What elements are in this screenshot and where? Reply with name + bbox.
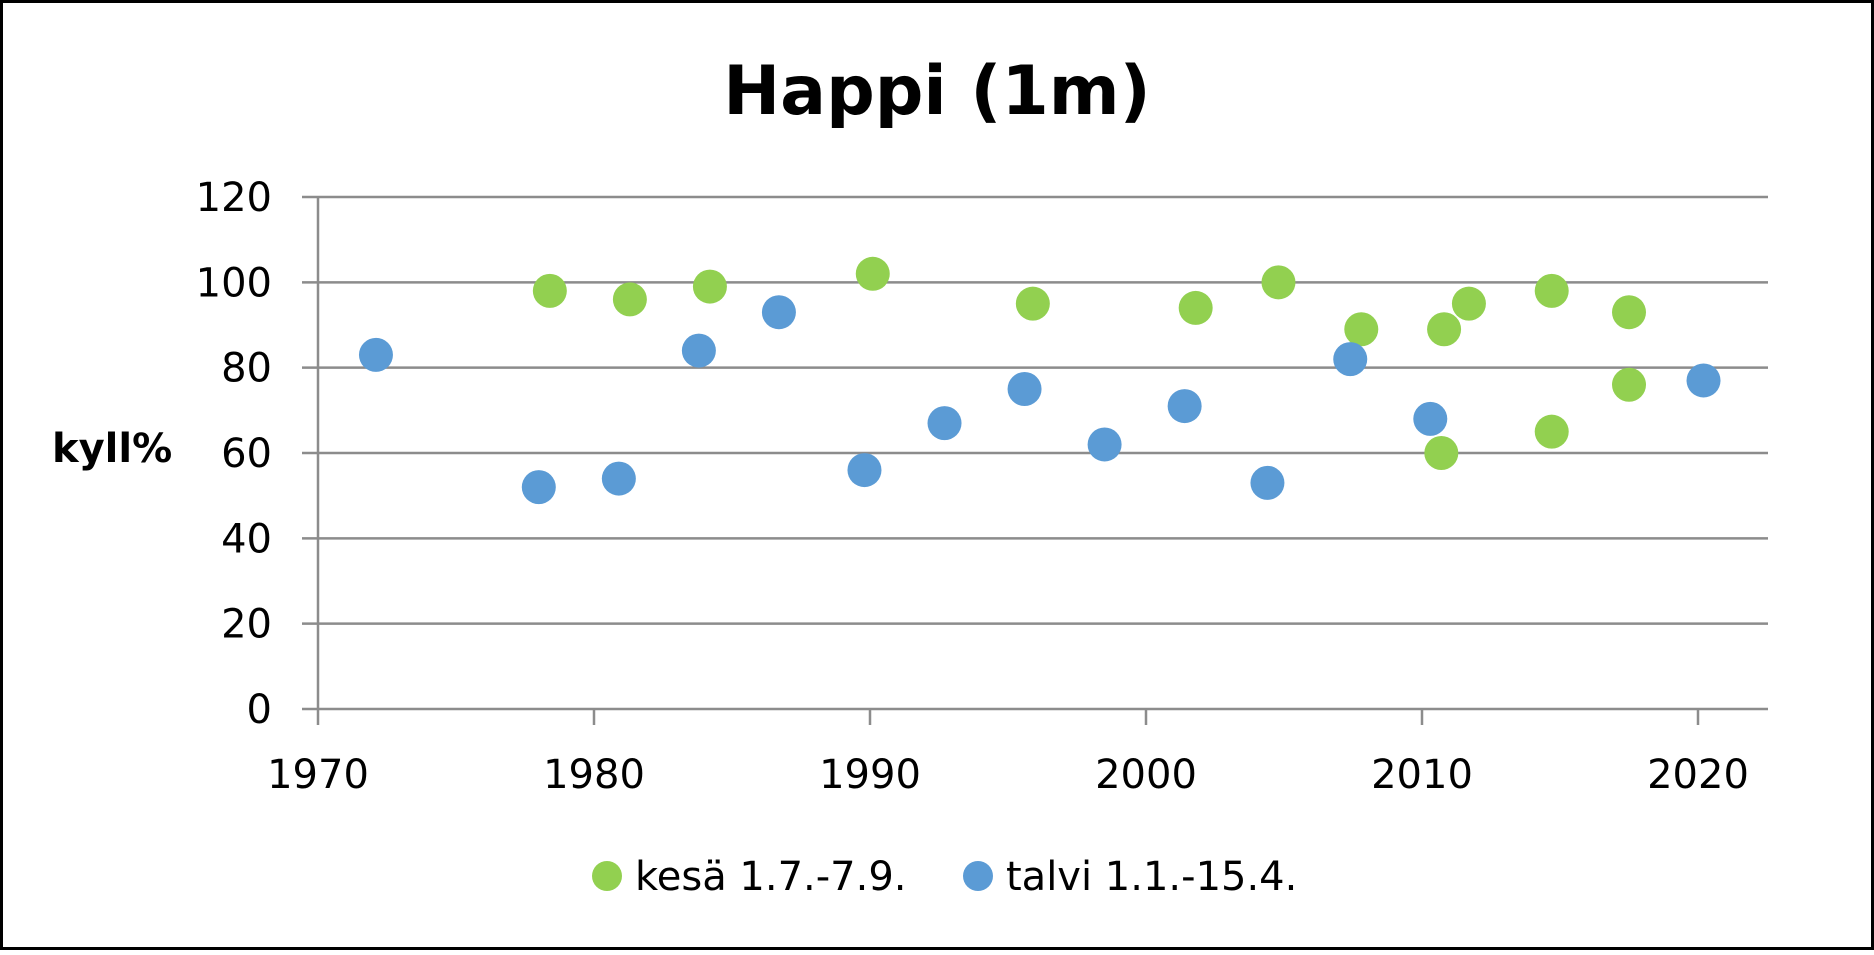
x-tick-label-1990: 1990	[819, 752, 921, 798]
data-point	[681, 333, 716, 368]
x-tick-label-1970: 1970	[267, 752, 369, 798]
x-tick-label-2000: 2000	[1095, 752, 1197, 798]
x-tick-label-2020: 2020	[1647, 752, 1749, 798]
legend: kesä 1.7.-7.9. talvi 1.1.-15.4.	[592, 854, 1297, 900]
series-talvi	[358, 295, 1721, 505]
y-tick-label-40: 40	[221, 516, 272, 562]
data-point	[1534, 273, 1569, 308]
x-tick-labels: 1970 1980 1990 2000 2010 2020	[267, 752, 1749, 798]
legend-label: talvi 1.1.-15.4.	[1006, 854, 1297, 900]
x-tick-label-1980: 1980	[543, 752, 645, 798]
data-point	[1413, 401, 1448, 436]
data-point	[1178, 290, 1213, 325]
data-point	[601, 461, 636, 496]
data-point	[1007, 372, 1042, 406]
data-point	[1424, 436, 1459, 470]
data-point	[1612, 295, 1646, 330]
data-point	[1261, 265, 1296, 300]
legend-item-talvi: talvi 1.1.-15.4.	[963, 854, 1297, 900]
y-tick-label-20: 20	[221, 602, 272, 648]
y-tick-label-120: 120	[196, 175, 272, 221]
legend-marker	[963, 861, 993, 891]
data-point	[532, 273, 567, 308]
data-point	[1534, 414, 1569, 449]
series-kesa	[532, 256, 1646, 470]
data-point	[1612, 367, 1646, 402]
data-point	[692, 269, 727, 304]
data-point	[612, 282, 647, 317]
x-tick-label-2010: 2010	[1371, 752, 1473, 798]
y-tick-label-0: 0	[247, 687, 272, 733]
data-point	[1344, 312, 1379, 347]
y-tick-label-60: 60	[221, 431, 272, 477]
legend-item-kesa: kesä 1.7.-7.9.	[592, 854, 907, 900]
y-axis-label: kyll%	[52, 426, 172, 472]
data-point	[761, 295, 796, 330]
data-point	[847, 453, 882, 488]
data-point	[1087, 427, 1122, 462]
data-point	[1250, 465, 1285, 500]
data-point	[1686, 363, 1721, 398]
data-point	[927, 406, 962, 441]
data-points	[358, 256, 1721, 505]
chart-title: Happi (1m)	[723, 52, 1150, 131]
data-point	[1167, 389, 1202, 424]
y-tick-label-100: 100	[196, 260, 272, 306]
axes	[302, 197, 1768, 725]
data-point	[1333, 342, 1368, 377]
data-point	[1427, 312, 1462, 347]
y-tick-label-80: 80	[221, 346, 272, 392]
data-point	[855, 256, 890, 291]
legend-marker	[592, 861, 622, 891]
legend-label: kesä 1.7.-7.9.	[635, 854, 907, 900]
data-point	[358, 337, 393, 372]
data-point	[1451, 286, 1486, 321]
data-point	[521, 470, 556, 505]
y-tick-labels: 0 20 40 60 80 100 120	[196, 175, 272, 733]
data-point	[1015, 286, 1050, 321]
